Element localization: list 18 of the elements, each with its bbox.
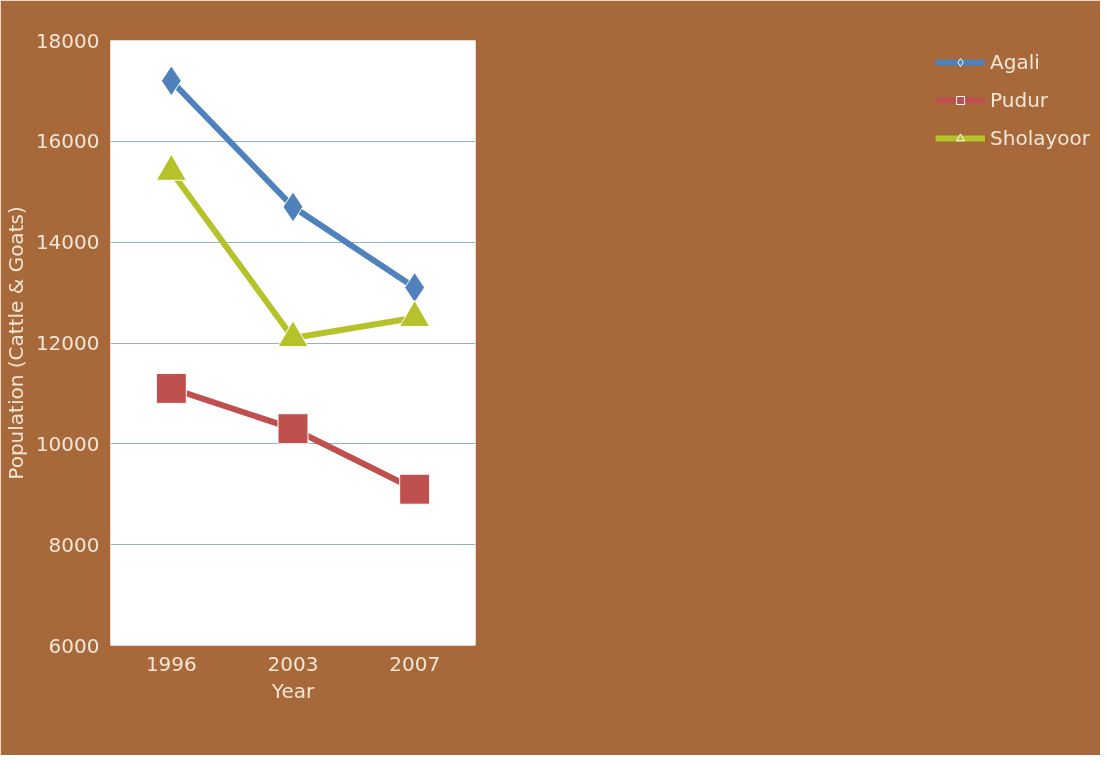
x-tick-label: 2003 xyxy=(267,651,319,676)
y-tick-label: 8000 xyxy=(48,532,100,557)
y-tick-label: 18000 xyxy=(35,28,100,53)
x-tick-label: 1996 xyxy=(145,651,197,676)
point xyxy=(277,413,309,445)
y-tick-label: 16000 xyxy=(35,129,100,154)
x-tick-label: 2007 xyxy=(389,651,441,676)
x-axis-title: Year xyxy=(270,678,315,703)
y-tick-label: 6000 xyxy=(48,633,100,658)
point xyxy=(399,473,431,505)
y-tick-label: 12000 xyxy=(35,331,100,355)
legend-label: Pudur xyxy=(990,88,1049,112)
y-axis-title: Population (Cattle & Goats) xyxy=(3,206,28,480)
y-tick-label: 10000 xyxy=(35,431,100,456)
legend-label: Agali xyxy=(990,50,1040,74)
y-tick-label: 14000 xyxy=(35,230,100,255)
point xyxy=(155,372,187,404)
legend-label: Sholayoor xyxy=(990,126,1090,150)
